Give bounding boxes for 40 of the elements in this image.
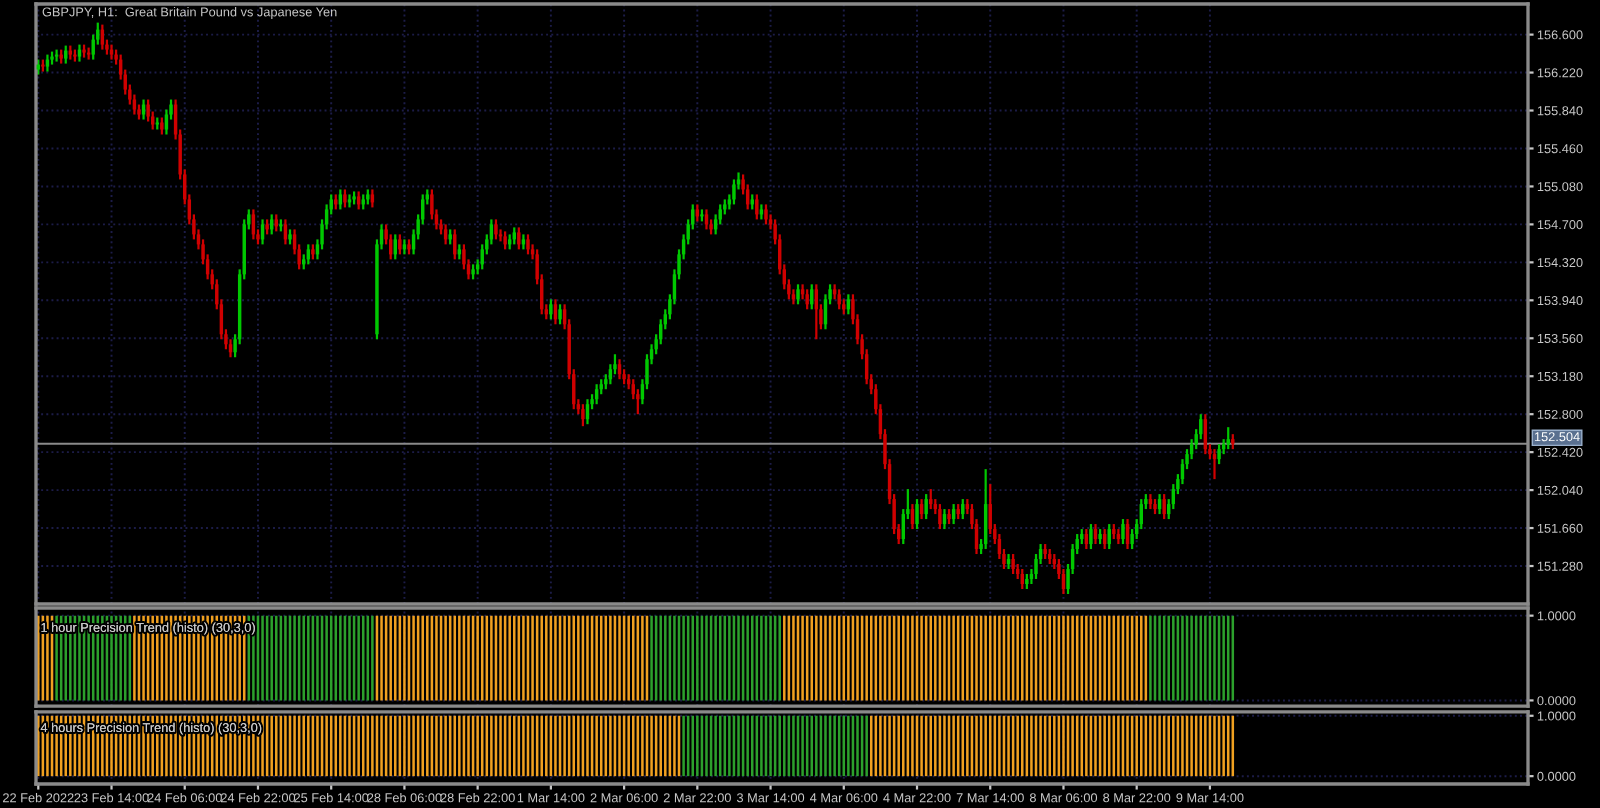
candlestick bbox=[347, 193, 352, 209]
candlestick bbox=[137, 103, 141, 121]
candlestick bbox=[50, 50, 54, 66]
candlestick bbox=[764, 203, 768, 226]
candlestick bbox=[558, 303, 562, 326]
candlestick bbox=[796, 283, 800, 306]
candlestick bbox=[718, 203, 722, 226]
candlestick bbox=[517, 226, 521, 251]
candlestick bbox=[1089, 522, 1093, 551]
candlestick bbox=[430, 188, 434, 221]
candlestick bbox=[755, 193, 759, 221]
candlestick bbox=[288, 228, 292, 246]
candlestick bbox=[1121, 517, 1125, 546]
candlestick bbox=[398, 233, 402, 256]
candlestick bbox=[938, 502, 942, 531]
candlestick bbox=[805, 288, 809, 311]
candlestick bbox=[915, 497, 919, 531]
candlestick bbox=[494, 218, 498, 241]
candlestick bbox=[924, 492, 928, 521]
candlestick bbox=[1153, 497, 1157, 516]
candlestick bbox=[1130, 527, 1134, 551]
candlestick bbox=[1217, 443, 1221, 466]
candlestick bbox=[462, 243, 466, 271]
candlestick bbox=[82, 43, 86, 59]
candlestick bbox=[407, 238, 411, 256]
candlestick bbox=[732, 178, 736, 206]
candlestick bbox=[549, 298, 553, 321]
candlestick bbox=[526, 233, 530, 256]
candlestick bbox=[581, 403, 585, 428]
candlestick bbox=[1098, 527, 1102, 546]
candlestick bbox=[352, 190, 356, 206]
candlestick bbox=[613, 353, 617, 376]
candlestick bbox=[947, 507, 951, 526]
candlestick bbox=[837, 288, 841, 311]
candlestick bbox=[471, 263, 475, 281]
candlestick bbox=[1162, 492, 1166, 521]
candlestick bbox=[343, 188, 347, 209]
candlestick bbox=[1034, 552, 1038, 581]
candlestick bbox=[146, 98, 150, 123]
candlestick bbox=[1011, 552, 1015, 576]
